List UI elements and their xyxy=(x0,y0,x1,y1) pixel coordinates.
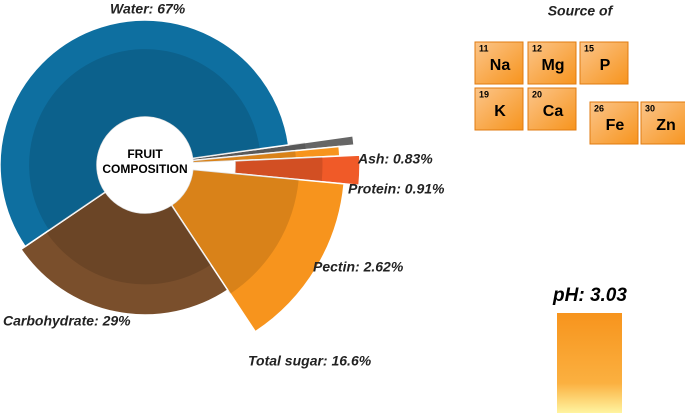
center-hole xyxy=(97,117,193,213)
element-number: 11 xyxy=(479,43,489,53)
source-title: Source of xyxy=(548,3,614,19)
ph-bar xyxy=(557,313,622,413)
pie xyxy=(0,19,361,333)
slice-inner-ring xyxy=(171,169,299,294)
element-symbol: Na xyxy=(490,57,511,74)
element-number: 30 xyxy=(645,103,655,113)
element-symbol: Ca xyxy=(543,103,564,120)
slice-label: Pectin: 2.62% xyxy=(313,259,404,275)
element-number: 20 xyxy=(532,89,542,99)
element-box xyxy=(589,101,639,145)
slice-inner-ring xyxy=(46,191,211,285)
slice-inner-ring xyxy=(192,150,296,163)
slice-label: Water: 67% xyxy=(110,1,186,17)
element-symbol: Mg xyxy=(541,57,564,74)
element-box xyxy=(579,41,629,85)
slice-label: Total sugar: 16.6% xyxy=(248,353,372,369)
element-box xyxy=(527,41,577,85)
element-symbol: Zn xyxy=(656,117,676,134)
element-symbol: P xyxy=(600,57,611,74)
slice-inner-ring xyxy=(29,49,260,231)
center-label: FRUIT xyxy=(127,147,163,161)
element-box xyxy=(474,87,524,131)
element-box xyxy=(474,41,524,85)
center-label: COMPOSITION xyxy=(102,162,187,176)
element-box xyxy=(527,87,577,131)
element-symbol: Fe xyxy=(606,117,625,134)
element-number: 15 xyxy=(584,43,594,53)
element-number: 12 xyxy=(532,43,542,53)
element-number: 26 xyxy=(594,103,604,113)
element-symbol: K xyxy=(494,103,506,120)
element-box xyxy=(640,101,685,145)
slice-label: Protein: 0.91% xyxy=(348,181,445,197)
element-number: 19 xyxy=(479,89,489,99)
slice-label: Carbohydrate: 29% xyxy=(3,313,131,329)
slice-label: Ash: 0.83% xyxy=(357,151,433,167)
ph-label: pH: 3.03 xyxy=(552,285,627,306)
